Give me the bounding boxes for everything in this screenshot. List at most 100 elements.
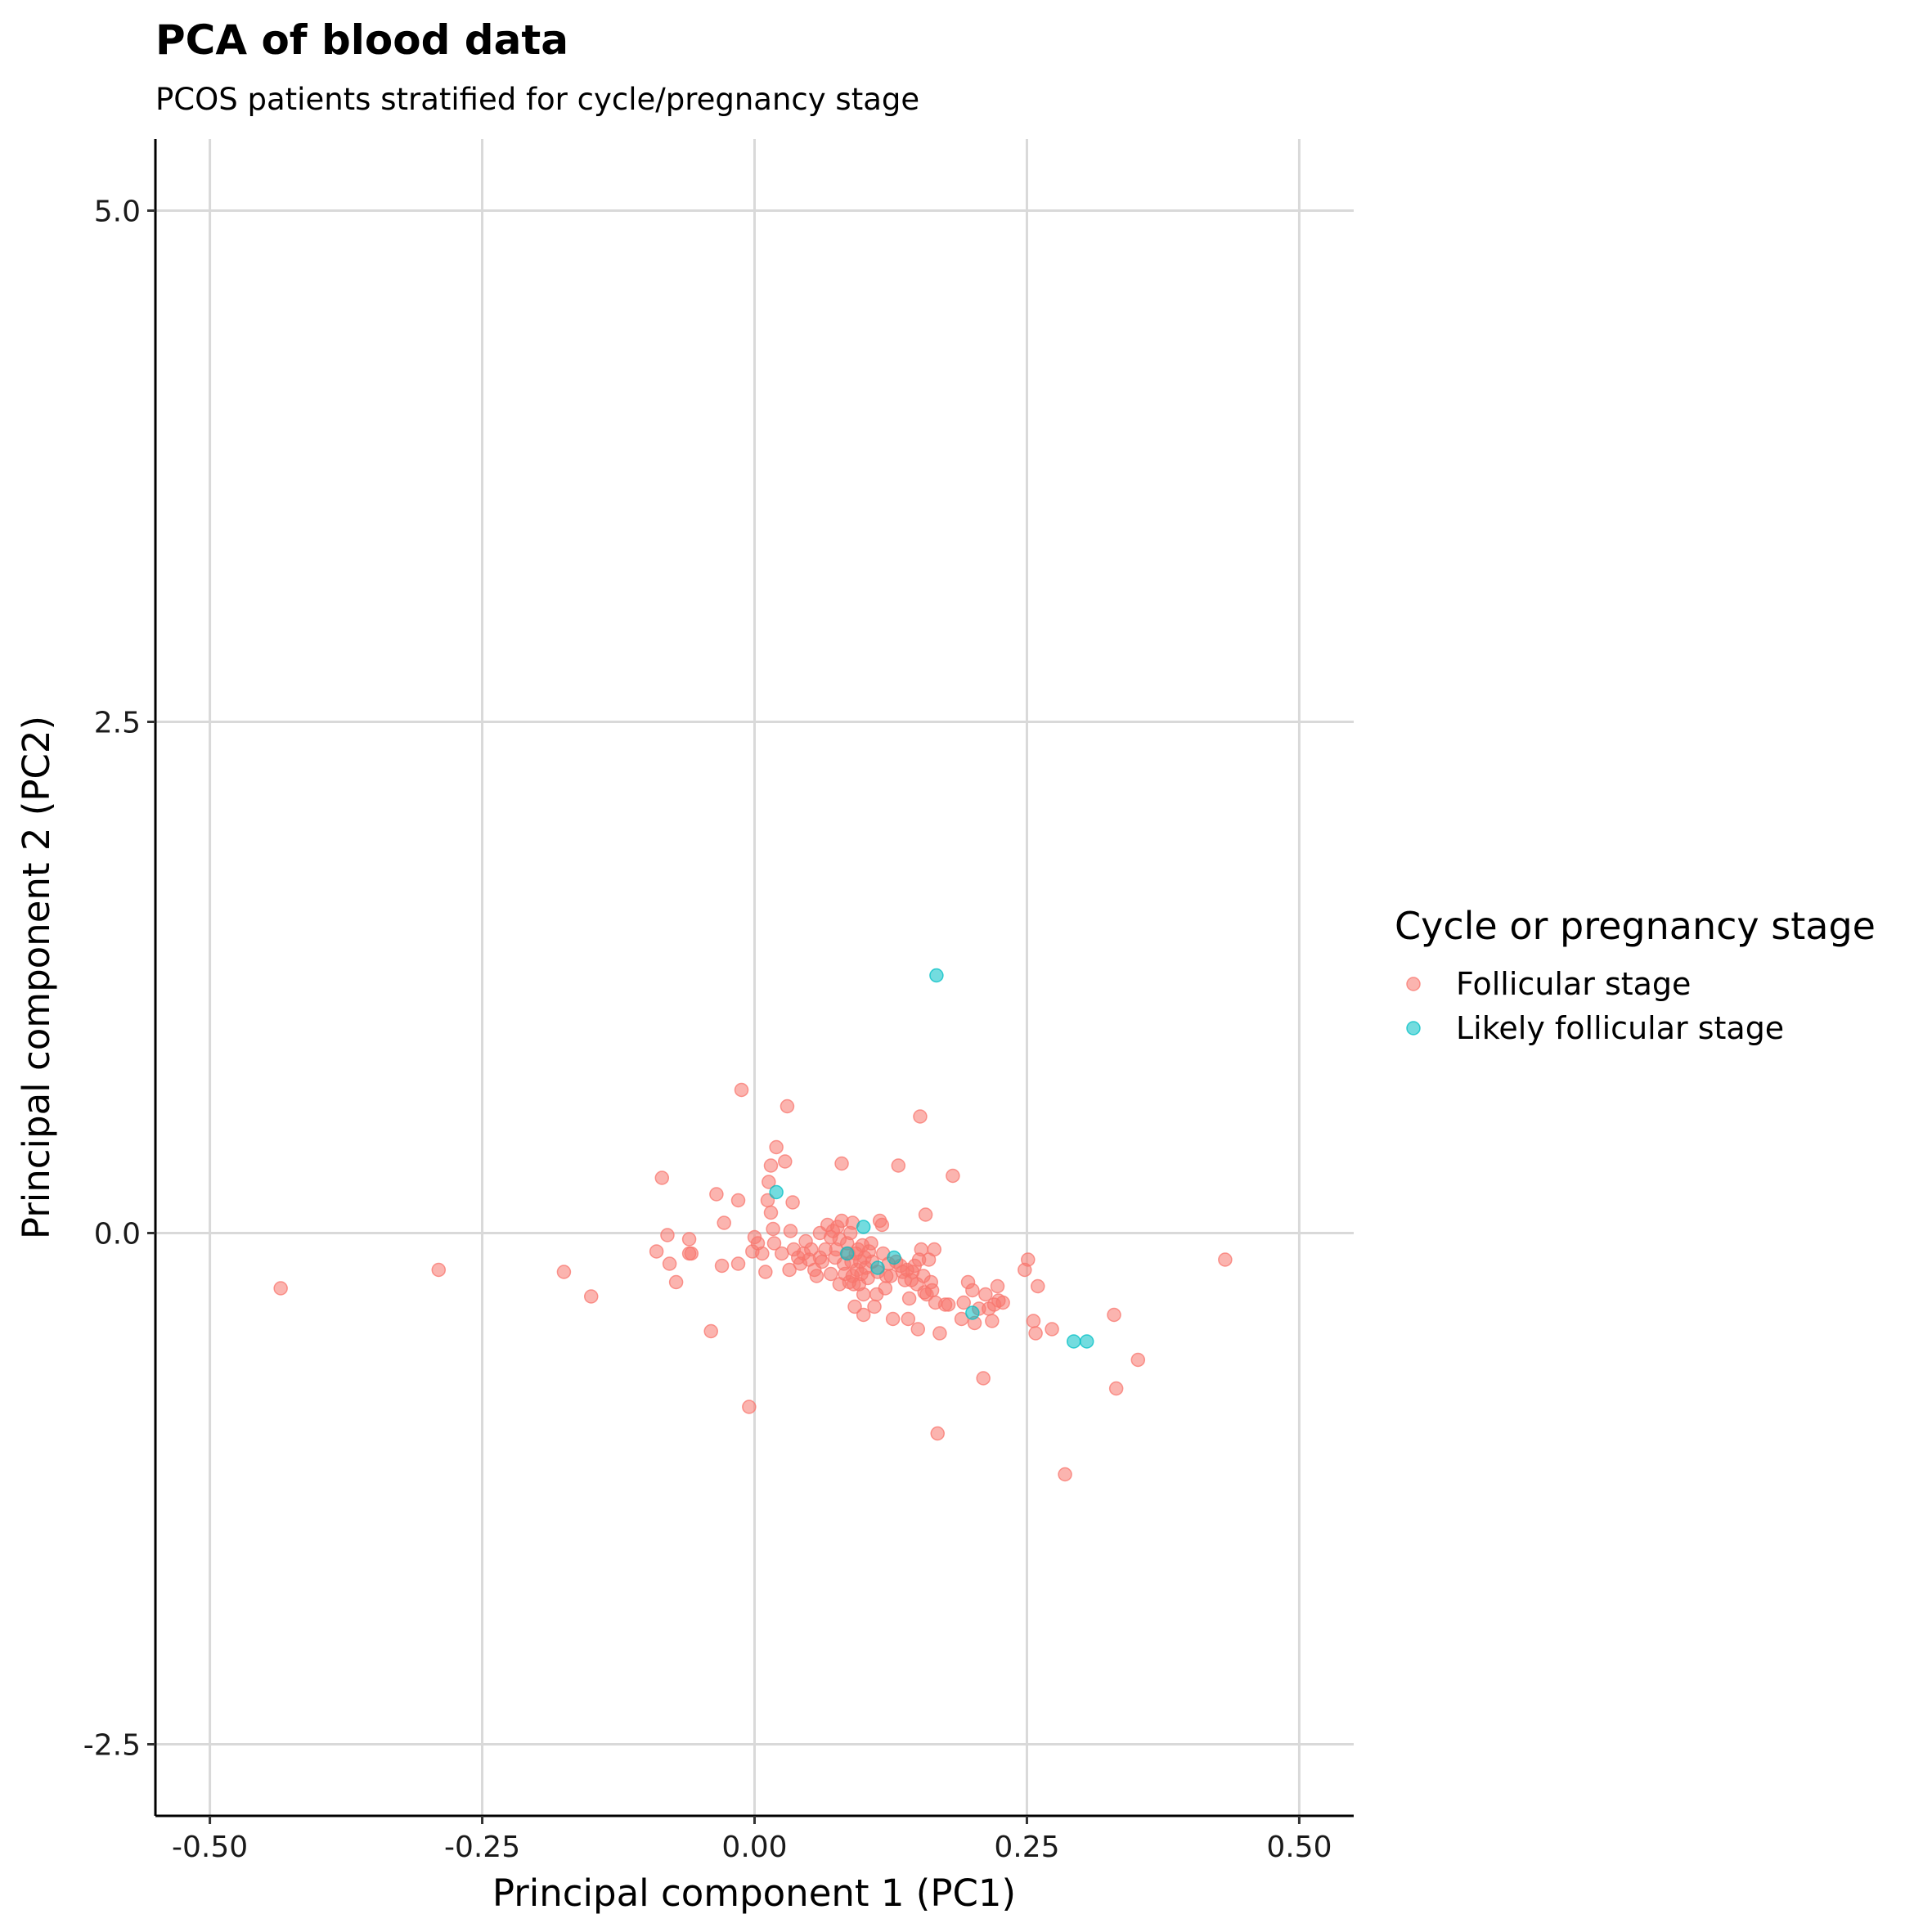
series-group — [769, 968, 1094, 1349]
data-point — [703, 1323, 718, 1339]
x-axis-title: Principal component 1 (PC1) — [492, 1871, 1016, 1915]
data-point — [782, 1262, 797, 1278]
data-point — [867, 1299, 882, 1314]
data-point — [901, 1291, 917, 1306]
data-point — [929, 968, 944, 983]
data-point — [809, 1269, 824, 1283]
data-point — [684, 1246, 699, 1261]
data-point — [946, 1168, 960, 1184]
data-point — [883, 1269, 898, 1283]
data-point — [778, 1154, 793, 1169]
data-point — [856, 1307, 871, 1323]
x-tick-label: 0.00 — [721, 1831, 787, 1864]
data-point — [273, 1281, 288, 1296]
x-axis-ticks: -0.50 -0.25 0.00 0.25 0.50 — [172, 1816, 1332, 1864]
data-point — [1058, 1467, 1072, 1482]
data-point — [887, 1250, 901, 1265]
data-point — [717, 1215, 731, 1230]
data-point — [1026, 1314, 1041, 1328]
data-point — [1130, 1352, 1146, 1368]
data-point — [785, 1195, 800, 1210]
data-point — [681, 1232, 697, 1247]
data-point — [878, 1281, 893, 1296]
y-axis-ticks: -2.5 0.0 2.5 5.0 — [83, 195, 155, 1763]
data-point — [927, 1242, 941, 1257]
data-point — [965, 1283, 980, 1298]
y-axis-title: Principal component 2 (PC2) — [15, 716, 58, 1239]
data-point — [775, 1246, 789, 1261]
data-point — [839, 1246, 855, 1261]
legend-key — [1406, 1021, 1421, 1036]
data-point — [1066, 1334, 1081, 1349]
data-point — [709, 1187, 724, 1202]
data-point — [1031, 1278, 1045, 1294]
data-point — [734, 1082, 749, 1098]
chart-subtitle: PCOS patients stratified for cycle/pregn… — [155, 82, 919, 117]
chart-title: PCA of blood data — [155, 16, 568, 64]
data-point — [978, 1287, 993, 1302]
data-point — [913, 1109, 928, 1124]
data-point — [769, 1184, 784, 1200]
data-point — [1079, 1334, 1094, 1349]
legend-label: Likely follicular stage — [1456, 1010, 1784, 1046]
data-point — [856, 1287, 871, 1302]
legend-items: Follicular stage Likely follicular stage — [1406, 966, 1784, 1046]
data-point — [758, 1265, 773, 1279]
data-point — [941, 1297, 956, 1312]
data-point — [956, 1295, 971, 1310]
x-tick-label: -0.25 — [444, 1831, 520, 1864]
y-tick-label: 0.0 — [94, 1218, 141, 1251]
data-point — [649, 1244, 664, 1259]
data-point — [918, 1207, 933, 1222]
data-point — [742, 1400, 757, 1414]
data-point — [870, 1260, 885, 1275]
data-point — [1028, 1326, 1043, 1341]
series-group — [273, 1082, 1233, 1482]
data-point — [864, 1236, 878, 1251]
x-tick-label: 0.25 — [994, 1831, 1059, 1864]
y-tick-label: 2.5 — [94, 707, 141, 740]
data-point — [668, 1274, 684, 1290]
data-point — [762, 1175, 776, 1189]
data-point — [1107, 1307, 1121, 1323]
legend: Cycle or pregnancy stage Follicular stag… — [1395, 904, 1876, 1046]
data-point — [763, 1158, 779, 1173]
data-point — [976, 1371, 991, 1386]
data-point — [874, 1217, 890, 1233]
data-point — [730, 1193, 746, 1208]
data-point — [783, 1224, 798, 1238]
data-point — [714, 1258, 730, 1274]
data-point — [930, 1426, 945, 1441]
legend-label: Follicular stage — [1456, 966, 1691, 1002]
data-point — [954, 1311, 969, 1327]
legend-title: Cycle or pregnancy stage — [1395, 904, 1876, 948]
x-tick-label: 0.50 — [1266, 1831, 1332, 1864]
data-point — [847, 1299, 862, 1314]
data-point — [856, 1220, 871, 1234]
data-point — [910, 1322, 926, 1337]
data-point — [755, 1246, 770, 1261]
data-point — [932, 1326, 947, 1341]
data-point — [815, 1254, 829, 1269]
data-point — [660, 1228, 675, 1242]
grid-lines — [155, 139, 1354, 1816]
data-point — [995, 1295, 1010, 1310]
y-tick-label: 5.0 — [94, 195, 141, 229]
data-point — [730, 1256, 746, 1271]
data-point — [924, 1283, 940, 1298]
data-point — [885, 1311, 901, 1327]
data-point — [891, 1158, 906, 1173]
data-point — [662, 1256, 677, 1271]
x-tick-label: -0.50 — [172, 1831, 248, 1864]
data-point — [769, 1139, 784, 1155]
data-point — [804, 1242, 819, 1257]
data-point — [985, 1314, 1000, 1328]
legend-key — [1406, 977, 1421, 991]
data-point — [965, 1305, 980, 1320]
data-point — [901, 1311, 916, 1327]
data-point — [990, 1278, 1005, 1294]
data-point — [431, 1262, 447, 1278]
data-point — [763, 1205, 779, 1220]
